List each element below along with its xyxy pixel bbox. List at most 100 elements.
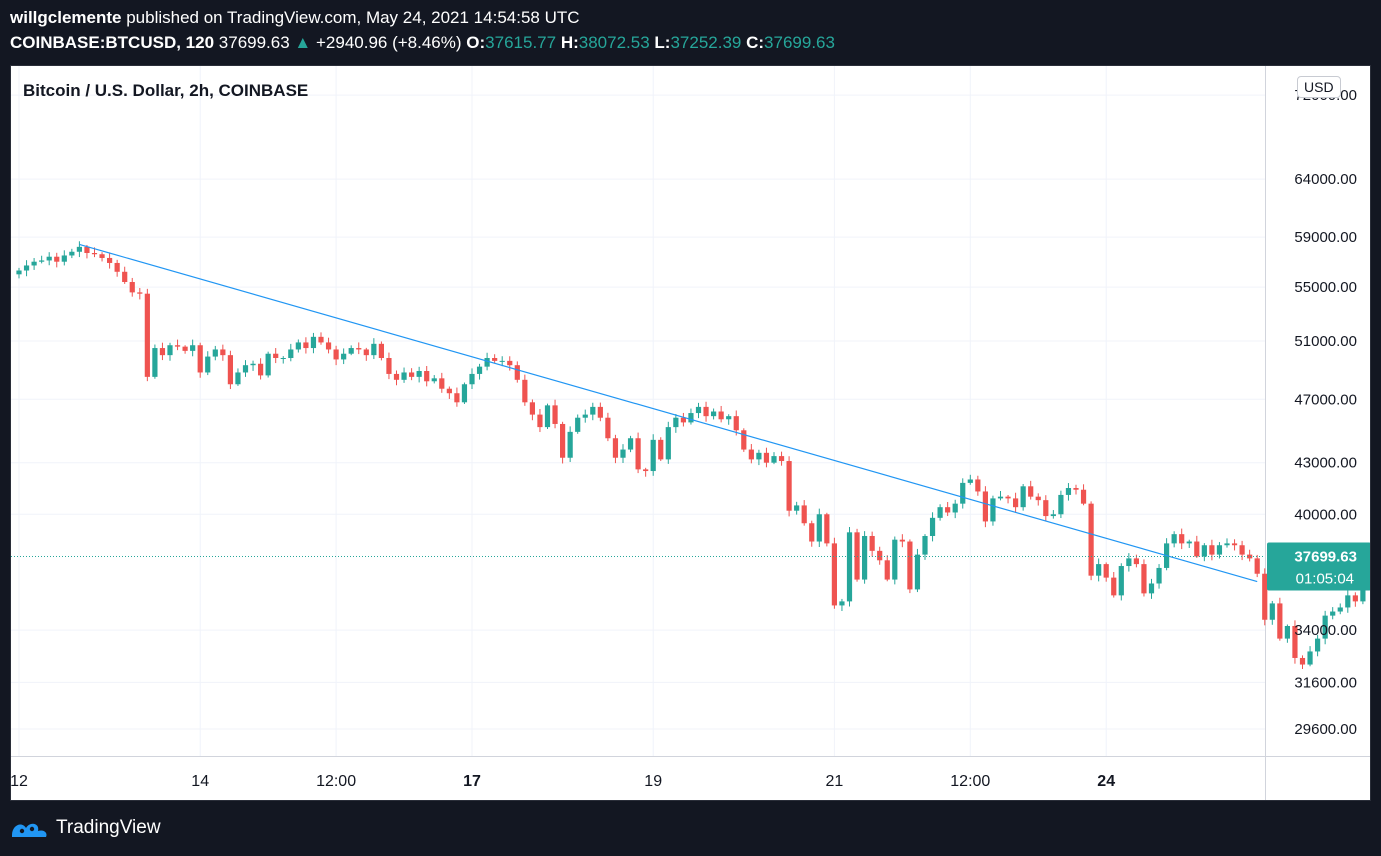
candle-up xyxy=(280,358,286,360)
candle-up xyxy=(499,360,505,362)
candle-down xyxy=(409,372,415,377)
candle-down xyxy=(1005,496,1011,499)
candle-down xyxy=(635,438,641,470)
publish-info: willgclemente published on TradingView.c… xyxy=(10,8,580,28)
candle-up xyxy=(416,371,422,377)
up-triangle-icon: ▲ xyxy=(294,33,312,52)
candle-down xyxy=(703,406,709,417)
candle-up xyxy=(461,384,468,403)
candle-down xyxy=(1028,486,1034,497)
candle-down xyxy=(122,271,128,283)
candle-down xyxy=(174,345,181,347)
candle-up xyxy=(1156,567,1162,584)
candle-up xyxy=(265,353,271,376)
candle-down xyxy=(144,293,150,377)
candle-up xyxy=(960,482,966,504)
candle-up xyxy=(1171,534,1177,544)
x-tick-label: 12 xyxy=(11,773,28,790)
candle-down xyxy=(1088,503,1094,576)
candle-down xyxy=(1292,625,1298,658)
publish-text: published on TradingView.com, May 24, 20… xyxy=(126,8,580,27)
candle-up xyxy=(167,345,173,356)
candle-up xyxy=(242,365,249,373)
candle-up xyxy=(341,353,347,360)
candle-down xyxy=(1299,657,1306,665)
countdown-label: 01:05:04 xyxy=(1296,571,1354,588)
candle-up xyxy=(16,270,22,275)
candle-up xyxy=(914,554,921,590)
candle-up xyxy=(1322,615,1328,639)
candle-up xyxy=(665,427,671,460)
candle-down xyxy=(1262,573,1268,620)
candle-up xyxy=(952,503,958,513)
candle-up xyxy=(401,372,407,380)
price-chart[interactable]: 72000.0064000.0059000.0055000.0051000.00… xyxy=(11,66,1371,801)
candle-down xyxy=(356,348,362,350)
y-tick-label: 64000.00 xyxy=(1294,171,1357,188)
candle-down xyxy=(809,523,815,542)
candle-down xyxy=(258,363,264,376)
candle-down xyxy=(273,353,279,359)
candle-down xyxy=(1141,564,1147,594)
candle-up xyxy=(152,348,158,377)
candle-up xyxy=(937,507,943,518)
candle-down xyxy=(454,393,460,403)
candle-down xyxy=(129,282,135,293)
candle-up xyxy=(1201,545,1207,557)
candle-down xyxy=(492,358,498,361)
author-name[interactable]: willgclemente xyxy=(10,8,122,27)
candle-down xyxy=(507,360,513,366)
candle-up xyxy=(1345,595,1351,608)
candle-up xyxy=(295,342,301,350)
candle-down xyxy=(1194,541,1200,557)
candle-up xyxy=(756,452,762,460)
candle-down xyxy=(1013,498,1019,508)
candle-up xyxy=(61,255,67,262)
candle-down xyxy=(333,349,339,360)
candle-up xyxy=(46,256,52,261)
y-tick-label: 43000.00 xyxy=(1294,455,1357,472)
candle-up xyxy=(1050,514,1056,517)
candle-down xyxy=(877,550,883,561)
x-tick-label: 19 xyxy=(644,773,662,790)
candle-up xyxy=(1337,607,1343,612)
trendline xyxy=(79,243,1258,583)
y-tick-label: 55000.00 xyxy=(1294,279,1357,296)
candle-down xyxy=(424,371,430,382)
chart-frame[interactable]: 72000.0064000.0059000.0055000.0051000.00… xyxy=(10,65,1371,801)
candle-down xyxy=(1239,545,1245,555)
candle-down xyxy=(227,355,233,385)
candle-down xyxy=(801,505,807,524)
candle-up xyxy=(1126,558,1132,567)
candle-up xyxy=(23,265,30,271)
candle-up xyxy=(673,417,679,428)
candle-down xyxy=(1111,577,1117,596)
candle-down xyxy=(318,336,324,343)
candle-down xyxy=(1179,534,1185,544)
currency-button[interactable]: USD xyxy=(1297,76,1341,98)
candle-down xyxy=(945,507,951,513)
candle-down xyxy=(1277,603,1283,639)
candle-up xyxy=(1096,564,1102,576)
y-tick-label: 51000.00 xyxy=(1294,333,1357,350)
candle-down xyxy=(748,449,754,460)
candle-down xyxy=(1073,488,1079,490)
brand-name[interactable]: TradingView xyxy=(56,817,161,838)
x-tick-label: 17 xyxy=(463,773,481,790)
close-label: C: xyxy=(746,33,765,52)
last-price-badge xyxy=(1267,542,1370,591)
symbol-info: COINBASE:BTCUSD, 120 37699.63 ▲ +2940.96… xyxy=(10,33,835,53)
candle-down xyxy=(854,532,860,580)
candle-down xyxy=(363,349,369,356)
candle-up xyxy=(711,411,717,417)
candle-up xyxy=(469,373,475,385)
candle-up xyxy=(892,539,898,580)
candle-up xyxy=(431,378,437,382)
candle-down xyxy=(91,253,98,255)
candle-down xyxy=(1231,543,1238,546)
candle-down xyxy=(612,438,619,458)
candle-up xyxy=(310,336,317,349)
candle-up xyxy=(1269,603,1275,620)
candle-up xyxy=(235,372,241,385)
y-tick-label: 40000.00 xyxy=(1294,506,1357,523)
